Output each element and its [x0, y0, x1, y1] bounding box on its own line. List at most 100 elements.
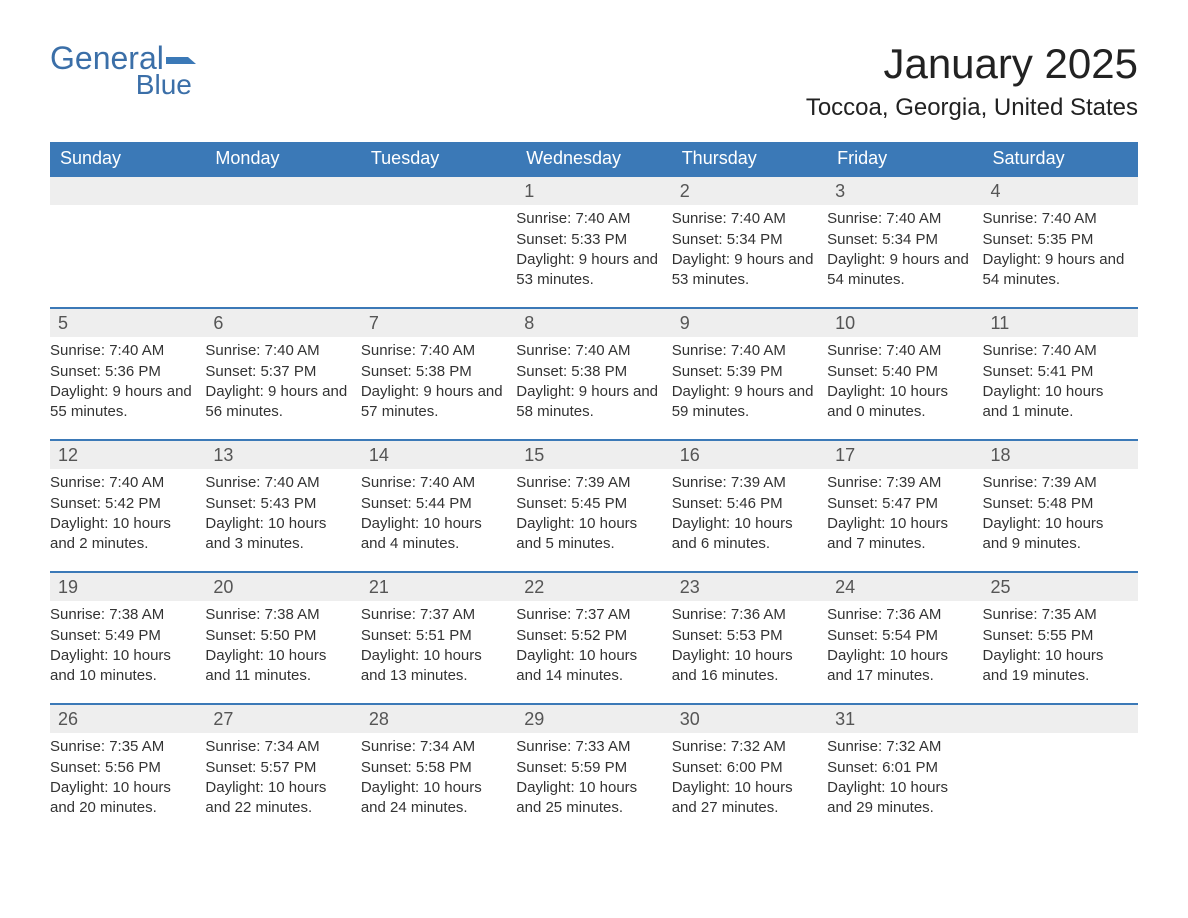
day-number: 22 — [516, 573, 671, 601]
dow-saturday: Saturday — [983, 142, 1138, 175]
day-content: Sunrise: 7:40 AMSunset: 5:37 PMDaylight:… — [205, 341, 360, 422]
daylight-text: Daylight: 9 hours and 58 minutes. — [516, 382, 665, 423]
daylight-text: Daylight: 10 hours and 3 minutes. — [205, 514, 354, 555]
day-cell: 23 Sunrise: 7:36 AMSunset: 5:53 PMDayligh… — [672, 573, 827, 703]
day-number — [983, 705, 1138, 733]
daylight-text: Daylight: 10 hours and 2 minutes. — [50, 514, 199, 555]
day-number: 24 — [827, 573, 982, 601]
day-cell: 13 Sunrise: 7:40 AMSunset: 5:43 PMDayligh… — [205, 441, 360, 571]
sunset-text: Sunset: 5:49 PM — [50, 626, 199, 646]
day-cell: 7Sunrise: 7:40 AMSunset: 5:38 PMDaylight… — [361, 309, 516, 439]
sunset-text: Sunset: 6:00 PM — [672, 758, 821, 778]
daylight-text: Daylight: 10 hours and 14 minutes. — [516, 646, 665, 687]
day-number: 21 — [361, 573, 516, 601]
daylight-text: Daylight: 10 hours and 1 minute. — [983, 382, 1132, 423]
dow-sunday: Sunday — [50, 142, 205, 175]
sunrise-text: Sunrise: 7:40 AM — [827, 209, 976, 229]
day-content: Sunrise: 7:36 AMSunset: 5:54 PMDaylight:… — [827, 605, 982, 686]
day-cell: 29Sunrise: 7:33 AMSunset: 5:59 PMDayligh… — [516, 705, 671, 835]
day-content: Sunrise: 7:39 AMSunset: 5:47 PMDaylight:… — [827, 473, 982, 554]
day-content: Sunrise: 7:40 AMSunset: 5:35 PMDaylight:… — [983, 209, 1138, 290]
dow-monday: Monday — [205, 142, 360, 175]
day-number: 7 — [361, 309, 516, 337]
day-content: Sunrise: 7:39 AMSunset: 5:46 PMDaylight:… — [672, 473, 827, 554]
day-content: Sunrise: 7:38 AMSunset: 5:50 PMDaylight:… — [205, 605, 360, 686]
day-number: 23 — [672, 573, 827, 601]
day-content: Sunrise: 7:40 AMSunset: 5:38 PMDaylight:… — [516, 341, 671, 422]
daylight-text: Daylight: 10 hours and 5 minutes. — [516, 514, 665, 555]
day-content: Sunrise: 7:32 AMSunset: 6:00 PMDaylight:… — [672, 737, 827, 818]
daylight-text: Daylight: 10 hours and 25 minutes. — [516, 778, 665, 819]
day-number: 3 — [827, 177, 982, 205]
day-content: Sunrise: 7:40 AMSunset: 5:40 PMDaylight:… — [827, 341, 982, 422]
day-number: 19 — [50, 573, 205, 601]
day-cell: 27Sunrise: 7:34 AMSunset: 5:57 PMDayligh… — [205, 705, 360, 835]
week-row: 5 Sunrise: 7:40 AMSunset: 5:36 PMDaylight… — [50, 307, 1138, 439]
day-content: Sunrise: 7:37 AMSunset: 5:51 PMDaylight:… — [361, 605, 516, 686]
day-number: 17 — [827, 441, 982, 469]
day-cell: 16Sunrise: 7:39 AMSunset: 5:46 PMDayligh… — [672, 441, 827, 571]
day-cell: 3Sunrise: 7:40 AMSunset: 5:34 PMDaylight… — [827, 177, 982, 307]
day-number: 8 — [516, 309, 671, 337]
sunrise-text: Sunrise: 7:40 AM — [205, 341, 354, 361]
flag-icon — [166, 53, 196, 71]
sunrise-text: Sunrise: 7:39 AM — [827, 473, 976, 493]
sunrise-text: Sunrise: 7:35 AM — [983, 605, 1132, 625]
sunrise-text: Sunrise: 7:34 AM — [205, 737, 354, 757]
day-number: 13 — [205, 441, 360, 469]
sunrise-text: Sunrise: 7:36 AM — [672, 605, 821, 625]
sunrise-text: Sunrise: 7:32 AM — [827, 737, 976, 757]
sunset-text: Sunset: 5:56 PM — [50, 758, 199, 778]
day-content: Sunrise: 7:39 AMSunset: 5:45 PMDaylight:… — [516, 473, 671, 554]
sunset-text: Sunset: 5:52 PM — [516, 626, 665, 646]
day-content: Sunrise: 7:32 AMSunset: 6:01 PMDaylight:… — [827, 737, 982, 818]
sunset-text: Sunset: 5:46 PM — [672, 494, 821, 514]
day-cell: 25 Sunrise: 7:35 AMSunset: 5:55 PMDayligh… — [983, 573, 1138, 703]
day-cell — [205, 177, 360, 307]
day-content: Sunrise: 7:36 AMSunset: 5:53 PMDaylight:… — [672, 605, 827, 686]
day-content: Sunrise: 7:38 AMSunset: 5:49 PMDaylight:… — [50, 605, 205, 686]
day-cell: 21 Sunrise: 7:37 AMSunset: 5:51 PMDayligh… — [361, 573, 516, 703]
sunrise-text: Sunrise: 7:34 AM — [361, 737, 510, 757]
day-number: 25 — [983, 573, 1138, 601]
dow-wednesday: Wednesday — [516, 142, 671, 175]
day-content: Sunrise: 7:40 AMSunset: 5:43 PMDaylight:… — [205, 473, 360, 554]
day-cell: 6Sunrise: 7:40 AMSunset: 5:37 PMDaylight… — [205, 309, 360, 439]
location-text: Toccoa, Georgia, United States — [806, 94, 1138, 122]
dow-friday: Friday — [827, 142, 982, 175]
day-cell: 28Sunrise: 7:34 AMSunset: 5:58 PMDayligh… — [361, 705, 516, 835]
day-cell — [983, 705, 1138, 835]
sunset-text: Sunset: 5:55 PM — [983, 626, 1132, 646]
sunset-text: Sunset: 5:58 PM — [361, 758, 510, 778]
sunrise-text: Sunrise: 7:40 AM — [50, 473, 199, 493]
daylight-text: Daylight: 10 hours and 6 minutes. — [672, 514, 821, 555]
day-number: 30 — [672, 705, 827, 733]
day-cell: 30 Sunrise: 7:32 AMSunset: 6:00 PMDayligh… — [672, 705, 827, 835]
weeks-container: 1Sunrise: 7:40 AMSunset: 5:33 PMDaylight… — [50, 175, 1138, 835]
sunrise-text: Sunrise: 7:40 AM — [827, 341, 976, 361]
sunrise-text: Sunrise: 7:39 AM — [516, 473, 665, 493]
day-cell: 31Sunrise: 7:32 AMSunset: 6:01 PMDayligh… — [827, 705, 982, 835]
sunrise-text: Sunrise: 7:38 AM — [205, 605, 354, 625]
day-cell: 10Sunrise: 7:40 AMSunset: 5:40 PMDayligh… — [827, 309, 982, 439]
sunrise-text: Sunrise: 7:32 AM — [672, 737, 821, 757]
day-number: 9 — [672, 309, 827, 337]
daylight-text: Daylight: 10 hours and 10 minutes. — [50, 646, 199, 687]
day-content: Sunrise: 7:35 AMSunset: 5:56 PMDaylight:… — [50, 737, 205, 818]
week-row: 19Sunrise: 7:38 AMSunset: 5:49 PMDayligh… — [50, 571, 1138, 703]
daylight-text: Daylight: 10 hours and 16 minutes. — [672, 646, 821, 687]
day-number: 28 — [361, 705, 516, 733]
daylight-text: Daylight: 9 hours and 54 minutes. — [983, 250, 1132, 291]
day-content: Sunrise: 7:40 AMSunset: 5:41 PMDaylight:… — [983, 341, 1138, 422]
logo-text-blue: Blue — [136, 69, 192, 101]
day-number: 5 — [50, 309, 205, 337]
sunset-text: Sunset: 5:40 PM — [827, 362, 976, 382]
day-number: 20 — [205, 573, 360, 601]
daylight-text: Daylight: 10 hours and 19 minutes. — [983, 646, 1132, 687]
daylight-text: Daylight: 9 hours and 59 minutes. — [672, 382, 821, 423]
day-cell — [361, 177, 516, 307]
day-content: Sunrise: 7:40 AMSunset: 5:36 PMDaylight:… — [50, 341, 205, 422]
sunset-text: Sunset: 5:33 PM — [516, 230, 665, 250]
sunrise-text: Sunrise: 7:39 AM — [983, 473, 1132, 493]
sunrise-text: Sunrise: 7:40 AM — [361, 473, 510, 493]
